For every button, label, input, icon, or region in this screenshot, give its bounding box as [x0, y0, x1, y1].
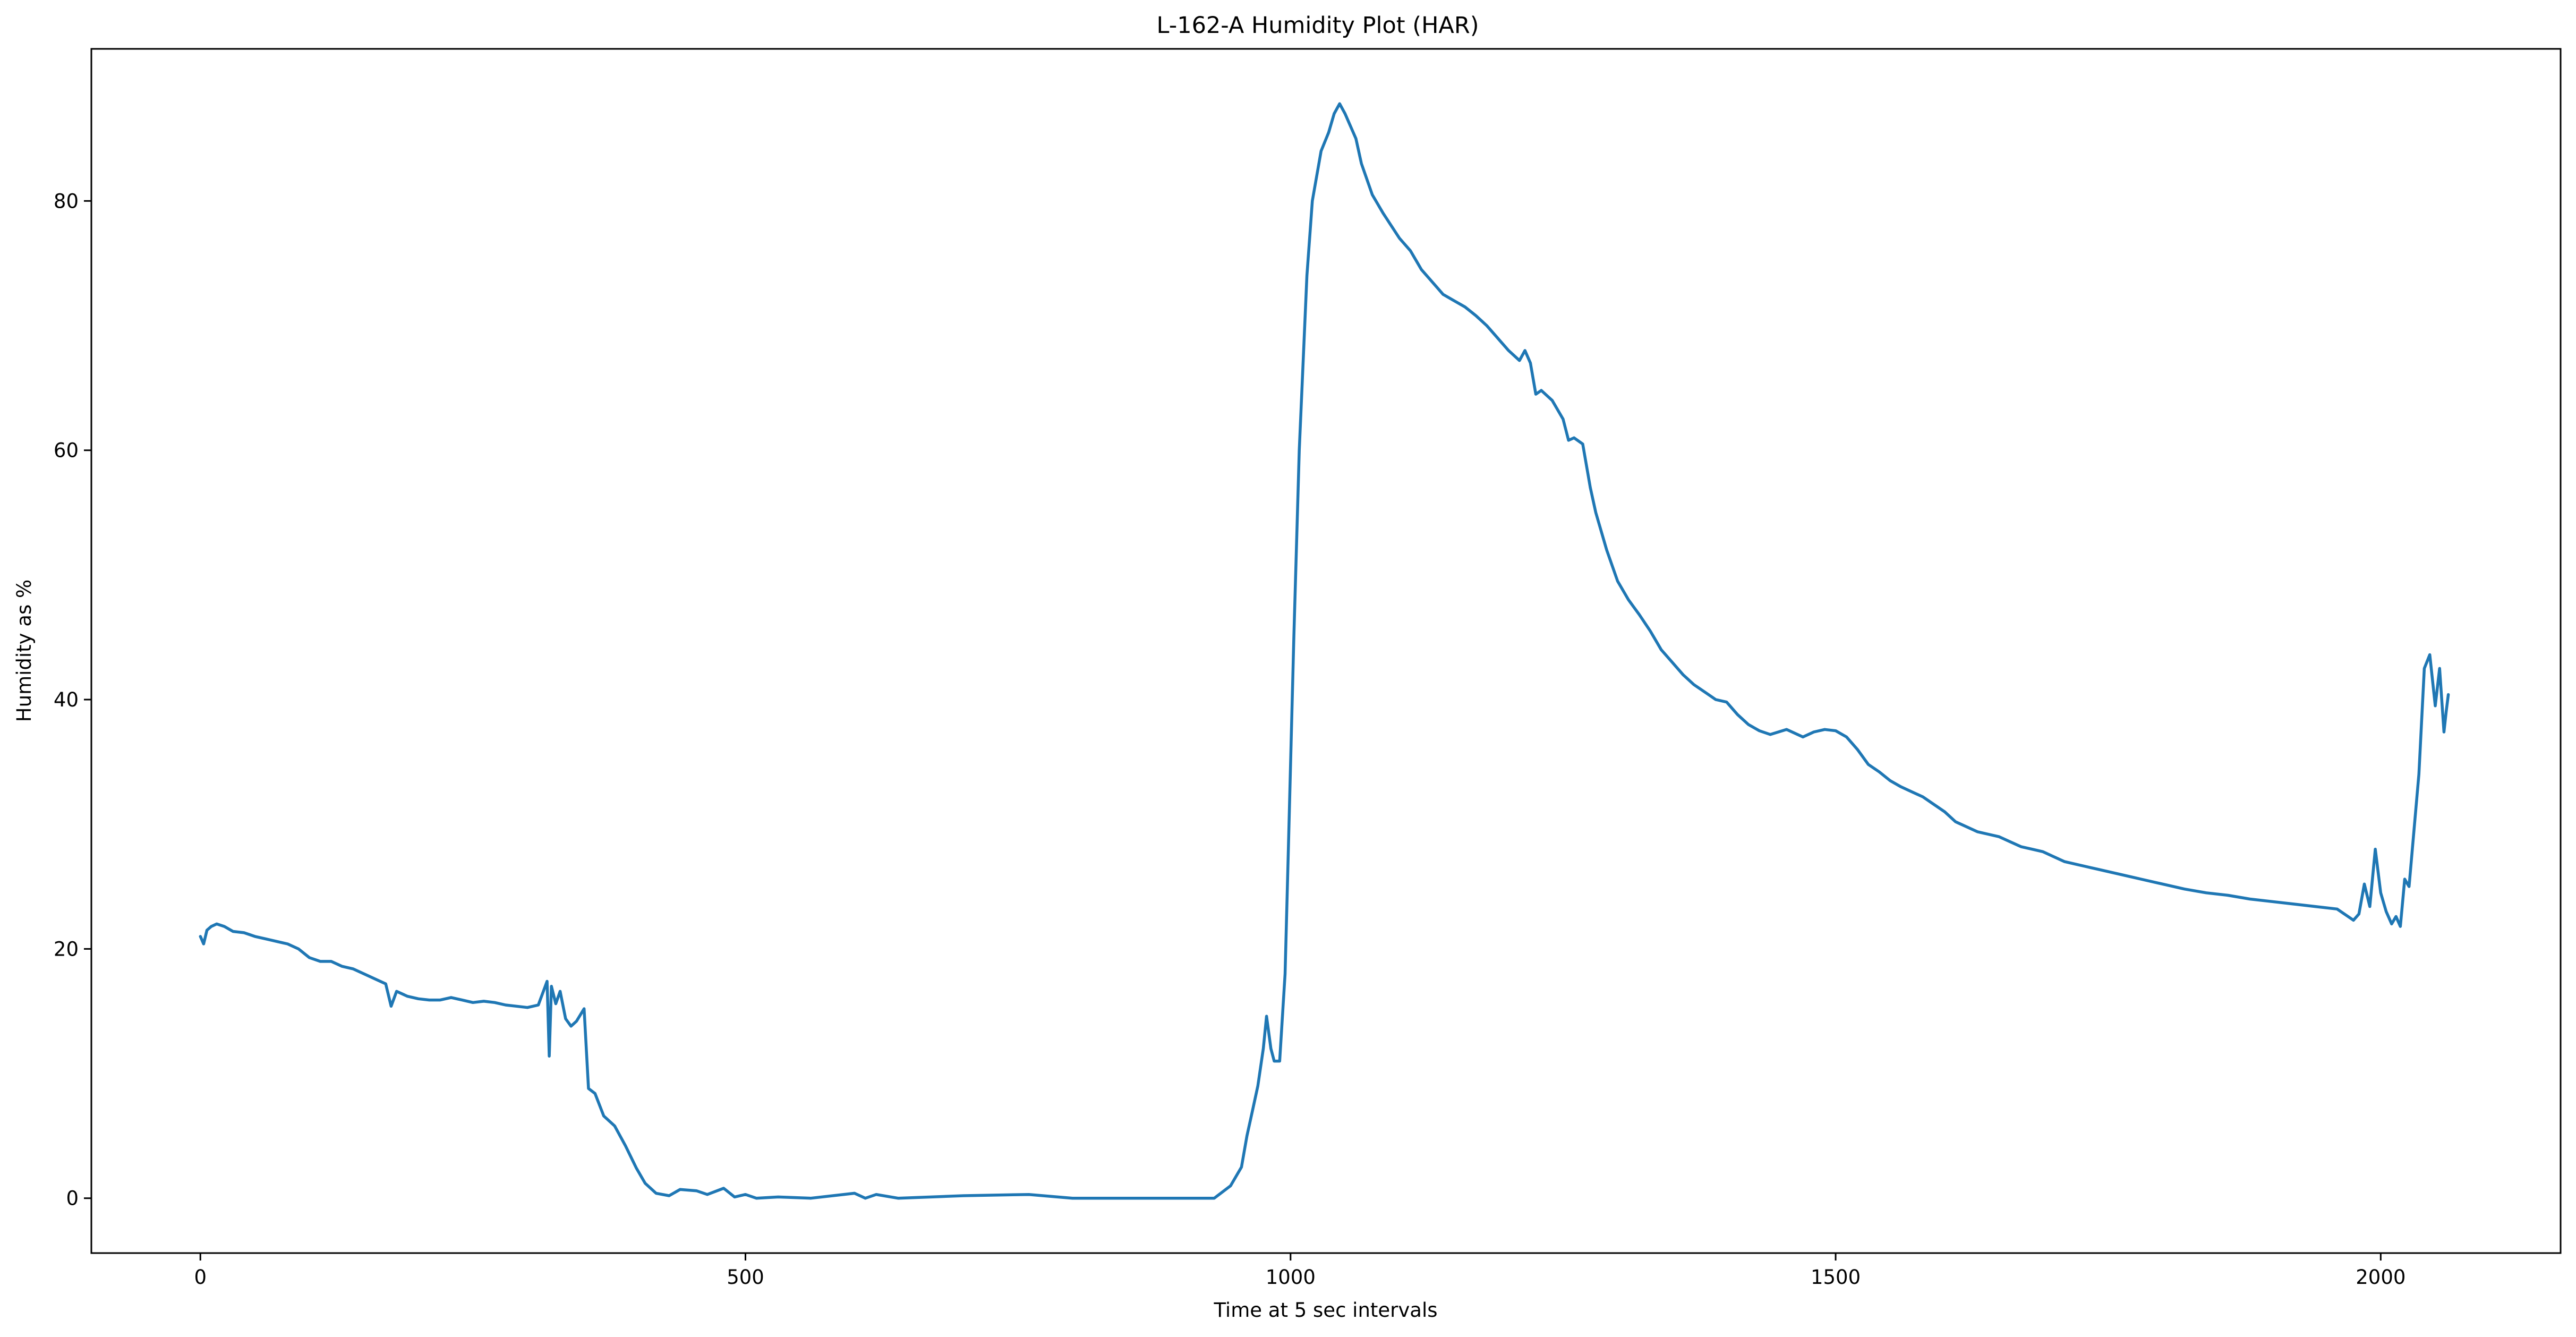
y-tick-label: 20 [54, 938, 79, 960]
x-tick-label: 1500 [1811, 1266, 1861, 1289]
y-tick-label: 80 [54, 190, 79, 212]
x-tick-label: 500 [727, 1266, 764, 1289]
x-tick-label: 0 [194, 1266, 207, 1289]
x-axis-label: Time at 5 sec intervals [1213, 1299, 1437, 1322]
x-tick-label: 1000 [1266, 1266, 1316, 1289]
humidity-series-line [199, 102, 2450, 1200]
y-tick-label: 0 [66, 1187, 79, 1210]
y-tick-label: 60 [54, 439, 79, 462]
chart-title: L-162-A Humidity Plot (HAR) [1157, 12, 1479, 39]
y-axis-label: Humidity as % [13, 580, 36, 722]
axis-ticks: 0 500 1000 1500 2000 0 20 40 60 80 [54, 190, 2406, 1289]
plot-frame [90, 48, 2562, 1254]
x-tick-label: 2000 [2356, 1266, 2406, 1289]
y-tick-label: 40 [54, 688, 79, 711]
